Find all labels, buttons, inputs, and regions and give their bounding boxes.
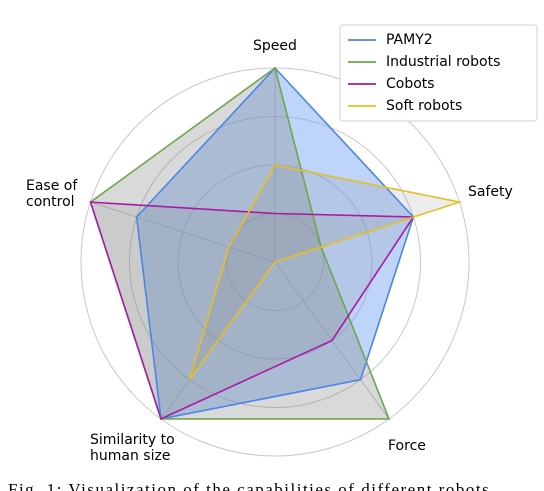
legend-box [339, 24, 538, 122]
series-line [135, 66, 415, 420]
legend-label: Industrial robots [386, 54, 500, 70]
category-label: Force [388, 438, 426, 454]
legend: PAMY2 Industrial robots Cobots Soft robots [339, 24, 538, 122]
category-label: Speed [253, 38, 297, 54]
series-line [188, 164, 463, 381]
category-label: Safety [468, 184, 513, 200]
series-area [189, 165, 460, 380]
series-line [89, 201, 415, 421]
series-area [90, 68, 389, 419]
series-area [136, 68, 414, 419]
legend-label: PAMY2 [386, 32, 433, 48]
legend-label: Cobots [386, 76, 435, 92]
series-line [89, 66, 391, 420]
series-area [90, 202, 414, 419]
caption: Fig. 1: Visualization of the capabilitie… [8, 480, 491, 491]
category-label: Similarity to human size [90, 432, 175, 464]
spoke [90, 201, 276, 263]
category-label: Ease of control [26, 178, 78, 210]
legend-label: Soft robots [386, 98, 462, 114]
